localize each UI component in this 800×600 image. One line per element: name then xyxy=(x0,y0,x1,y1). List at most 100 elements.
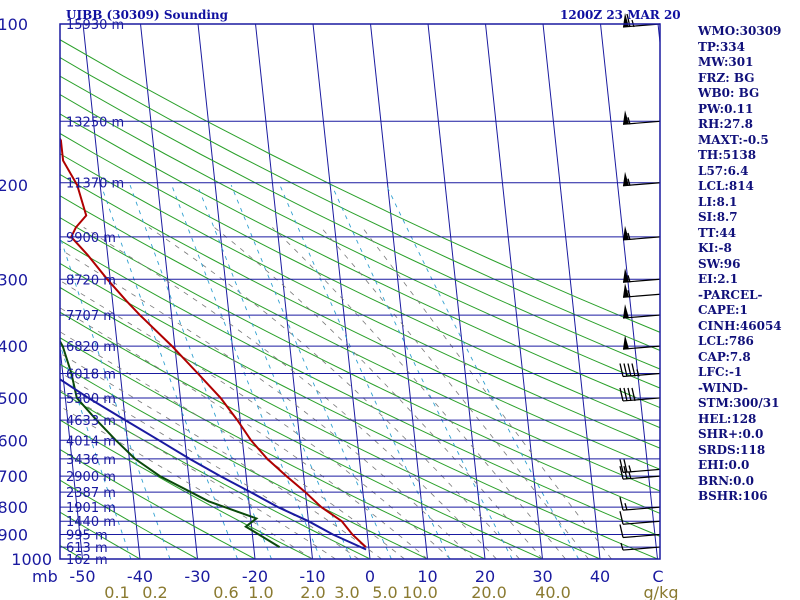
wind-barb xyxy=(619,524,661,539)
index-item: LFC:-1 xyxy=(698,365,743,379)
wind-barb-staff xyxy=(622,278,661,283)
height-label: 162 m xyxy=(66,553,108,568)
wind-barb-staff xyxy=(622,520,661,525)
stability-indices-panel: WMO:30309 TP:334 MW:301 FRZ: BG WB0: BG PW:0.… xyxy=(698,24,782,505)
mixing-ratio-line xyxy=(230,184,392,559)
mixing-ratio-label: 0.1 xyxy=(104,583,129,600)
moist-adiabat-line xyxy=(60,307,428,559)
wind-barb-flag xyxy=(627,363,632,377)
isotherm-line xyxy=(60,343,83,559)
index-item: BRN:0.0 xyxy=(698,473,754,488)
wind-barb-staff xyxy=(622,120,661,125)
temperature-tick-label: C xyxy=(652,567,663,586)
wind-barb xyxy=(620,542,661,551)
wind-barb-half-flag xyxy=(627,178,631,186)
moist-adiabat-line xyxy=(60,352,382,559)
pressure-tick-label: 600 xyxy=(0,431,28,450)
index-item: FRZ: BG xyxy=(698,70,755,85)
parcel-profile xyxy=(60,378,367,551)
height-label: 5300 m xyxy=(66,392,116,407)
isotherm-line xyxy=(197,24,256,559)
index-item: LI:8.1 xyxy=(698,194,738,209)
temperature-tick-label: 0 xyxy=(365,567,375,586)
index-item: SW:96 xyxy=(698,256,741,271)
moist-adiabat-line xyxy=(272,227,566,559)
temperature-tick-label: -20 xyxy=(242,567,268,586)
index-item: TH:5138 xyxy=(698,148,757,162)
index-item: STM:300/31 xyxy=(698,396,780,410)
dry-adiabat-line xyxy=(60,113,660,409)
temperature-tick-label: -40 xyxy=(127,567,153,586)
mixing-ratio-label: 5.0 xyxy=(372,583,397,600)
pressure-tick-label: 900 xyxy=(0,526,28,545)
wind-barb-flag xyxy=(619,363,624,377)
wind-barb xyxy=(622,335,661,350)
mixing-ratio-line xyxy=(171,184,322,559)
wind-barb xyxy=(622,304,661,319)
index-item: TP:334 xyxy=(698,39,746,54)
wind-barb xyxy=(619,459,661,473)
height-label: 4014 m xyxy=(66,434,116,449)
wind-barb-pennant xyxy=(623,268,629,283)
pressure-tick-label: 200 xyxy=(0,176,28,195)
wind-barb-pennant xyxy=(623,110,629,125)
isotherm-line xyxy=(255,24,313,559)
temperature-tick-label: 10 xyxy=(417,567,437,586)
index-item: CAP:7.8 xyxy=(698,349,751,364)
mixing-ratio-label: 1.0 xyxy=(248,583,273,600)
height-label: 15930 m xyxy=(66,18,124,33)
pressure-tick-label: 400 xyxy=(0,337,28,356)
wind-barb-half-flag xyxy=(627,232,631,241)
index-item: LCL:814 xyxy=(698,179,754,193)
wind-barb xyxy=(622,171,661,187)
index-item: SRDS:118 xyxy=(698,442,766,457)
wind-barb-half-flag xyxy=(628,471,632,480)
moist-adiabat-line xyxy=(148,227,520,559)
wind-barb-staff xyxy=(622,372,661,378)
wind-barb xyxy=(619,465,661,480)
wind-barb-staff xyxy=(622,533,661,539)
wind-barb xyxy=(622,225,661,241)
pressure-tick-label: 700 xyxy=(0,467,28,486)
index-item: L57:6.4 xyxy=(698,163,749,178)
wind-barb-half-flag xyxy=(627,117,631,125)
height-label: 613 m xyxy=(66,541,108,556)
wind-barb xyxy=(622,283,661,298)
index-item: CAPE:1 xyxy=(698,303,748,317)
moist-adiabat-line xyxy=(320,227,589,559)
index-item: TT:44 xyxy=(698,225,737,240)
wind-barb-half-flag xyxy=(627,290,631,298)
mixing-ratio-label: 40.0 xyxy=(535,583,571,600)
dry-adiabat-line xyxy=(60,173,660,470)
mixing-ratio-label: 10.0 xyxy=(402,583,438,600)
dry-adiabat-line xyxy=(60,132,660,429)
moist-adiabat-line xyxy=(83,227,497,559)
height-label: 6018 m xyxy=(66,367,116,382)
index-item: MAXT:-0.5 xyxy=(698,132,769,147)
wind-barb-staff xyxy=(622,314,661,319)
moist-adiabat-line xyxy=(60,389,336,559)
height-label: 3436 m xyxy=(66,453,116,468)
wind-barb-flag xyxy=(631,363,636,377)
wind-barb-flag xyxy=(626,13,631,28)
mixing-ratio-label: 3.0 xyxy=(334,583,359,600)
wind-barb xyxy=(619,511,661,525)
station-title: UIBB (30309) Sounding xyxy=(66,8,229,22)
wind-barb-pennant xyxy=(623,171,629,186)
wind-barb-flag xyxy=(619,524,624,538)
temperature-tick-label: -30 xyxy=(184,567,210,586)
wind-barb-flag xyxy=(623,363,628,377)
temperature-tick-label: 40 xyxy=(590,567,610,586)
index-item: MW:301 xyxy=(698,55,754,69)
wind-barb xyxy=(619,387,661,402)
height-label: 13250 m xyxy=(66,115,124,130)
index-item: EHI:0.0 xyxy=(698,458,750,472)
index-item: BSHR:106 xyxy=(698,489,768,503)
wind-barb-pennant xyxy=(623,335,629,350)
index-item: -PARCEL- xyxy=(698,287,763,302)
height-label: 2387 m xyxy=(66,486,116,501)
wind-barb-staff xyxy=(622,182,661,187)
wind-barb-half-flag xyxy=(636,369,640,377)
temperature-tick-label: -10 xyxy=(299,567,325,586)
